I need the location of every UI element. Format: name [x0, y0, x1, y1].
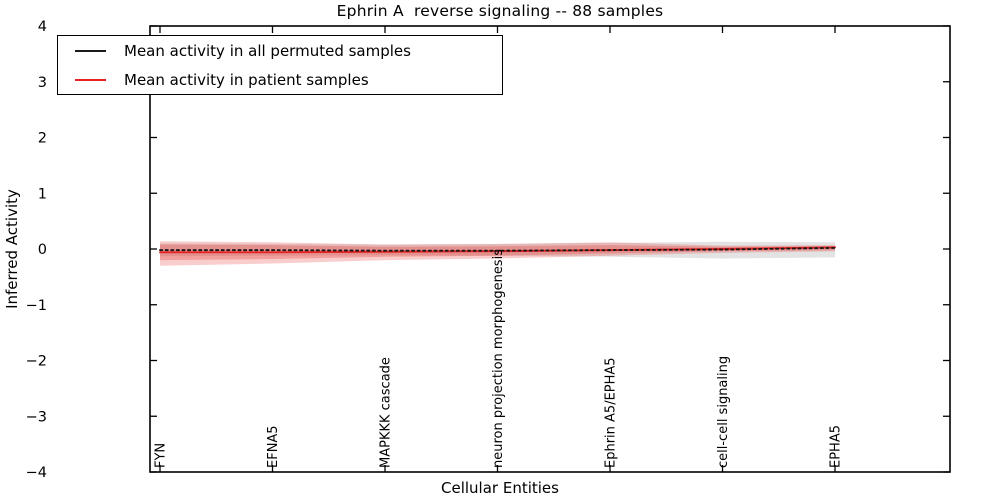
legend-entry-permuted: Mean activity in all permuted samples: [58, 38, 502, 63]
legend-label-permuted: Mean activity in all permuted samples: [124, 41, 411, 60]
y-tick-label: 3: [38, 75, 47, 91]
confidence-band-patient-outer: [160, 241, 835, 266]
x-axis-label: Cellular Entities: [441, 479, 559, 497]
x-tick-label: neuron projection morphogenesis: [491, 249, 506, 468]
y-tick-label: 4: [38, 19, 47, 35]
confidence-band-patient-inner: [160, 244, 835, 261]
x-tick-label: Ephrin A5/EPHA5: [604, 357, 619, 468]
y-tick-label: 0: [38, 242, 47, 258]
y-axis-label: Inferred Activity: [3, 189, 21, 309]
x-tick-label: MAPKKK cascade: [379, 357, 394, 468]
chart-title: Ephrin A reverse signaling -- 88 samples: [336, 2, 664, 20]
y-tick-label: 1: [38, 186, 47, 202]
x-tick-label: cell-cell signaling: [716, 356, 731, 468]
y-tick-label: 2: [38, 131, 47, 147]
permuted-line-swatch: [75, 49, 106, 52]
y-tick-label: −2: [26, 354, 47, 370]
patient-line-swatch: [75, 78, 106, 81]
legend-entry-patient: Mean activity in patient samples: [58, 67, 502, 92]
y-tick-label: −1: [26, 298, 47, 314]
x-tick-label: EPHA5: [829, 425, 844, 468]
x-tick-label: EFNA5: [266, 425, 281, 468]
y-tick-label: −3: [26, 409, 47, 425]
mean-line-permuted: [159, 246, 836, 252]
y-tick-label: −4: [26, 465, 47, 481]
legend-label-patient: Mean activity in patient samples: [124, 70, 369, 89]
legend: Mean activity in all permuted samples Me…: [57, 35, 503, 95]
x-tick-label: FYN: [154, 443, 169, 468]
